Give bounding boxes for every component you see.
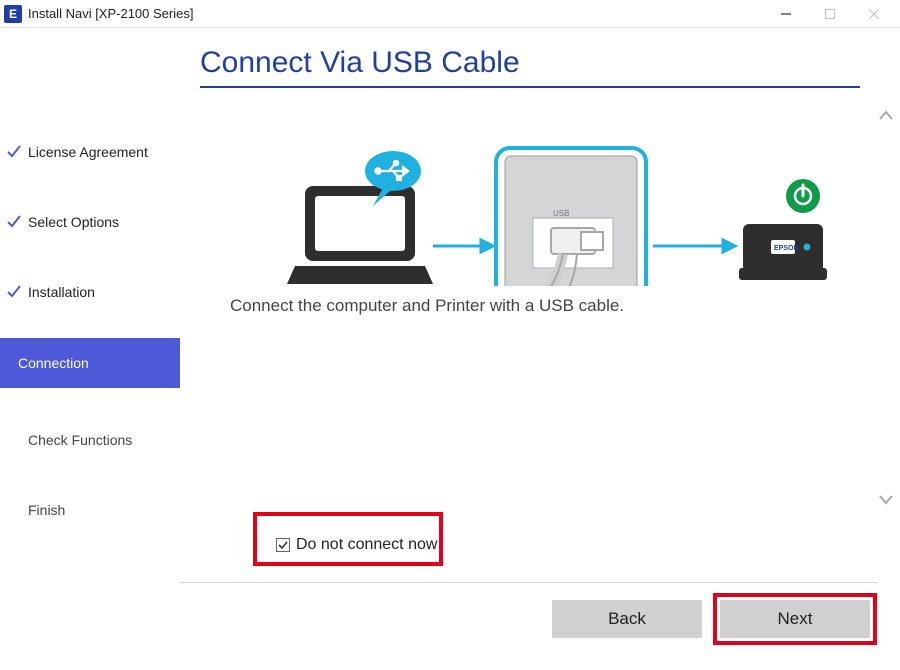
maximize-button <box>808 0 852 28</box>
checkmark-icon <box>6 284 22 300</box>
heading-rule <box>200 86 860 88</box>
back-button[interactable]: Back <box>552 600 702 638</box>
step-label: License Agreement <box>28 144 148 160</box>
step-installation: Installation <box>0 268 180 316</box>
window-controls <box>764 0 896 28</box>
scroll-up-icon[interactable] <box>878 108 894 122</box>
title-bar: E Install Navi [XP-2100 Series] <box>0 0 900 28</box>
page-title: Connect Via USB Cable <box>200 46 865 80</box>
step-license-agreement: License Agreement <box>0 128 180 176</box>
step-label: Finish <box>28 502 65 518</box>
step-finish: Finish <box>0 486 180 534</box>
svg-text:USB: USB <box>553 209 569 218</box>
step-connection: Connection <box>0 338 180 388</box>
wizard-sidebar: License Agreement Select Options Install… <box>0 28 180 670</box>
checkbox-icon[interactable] <box>276 538 290 552</box>
main-content: Connect Via USB Cable <box>180 28 900 670</box>
connection-diagram: USB EPSON <box>233 106 833 286</box>
highlight-annotation-next <box>713 593 877 645</box>
step-check-functions: Check Functions <box>0 416 180 464</box>
instruction-text: Connect the computer and Printer with a … <box>230 296 865 316</box>
step-label: Select Options <box>28 214 119 230</box>
checkbox-label: Do not connect now <box>296 536 437 554</box>
scroll-down-icon[interactable] <box>878 493 894 507</box>
step-label: Installation <box>28 284 95 300</box>
close-button <box>852 0 896 28</box>
checkmark-icon <box>6 144 22 160</box>
step-label: Check Functions <box>28 432 132 448</box>
app-logo: E <box>4 5 22 23</box>
minimize-button[interactable] <box>764 0 808 28</box>
step-label: Connection <box>18 355 89 371</box>
checkmark-icon <box>6 214 22 230</box>
window-title: Install Navi [XP-2100 Series] <box>28 6 193 21</box>
footer-separator <box>180 582 878 583</box>
do-not-connect-checkbox[interactable]: Do not connect now <box>276 536 437 554</box>
step-select-options: Select Options <box>0 198 180 246</box>
svg-text:EPSON: EPSON <box>774 245 799 252</box>
